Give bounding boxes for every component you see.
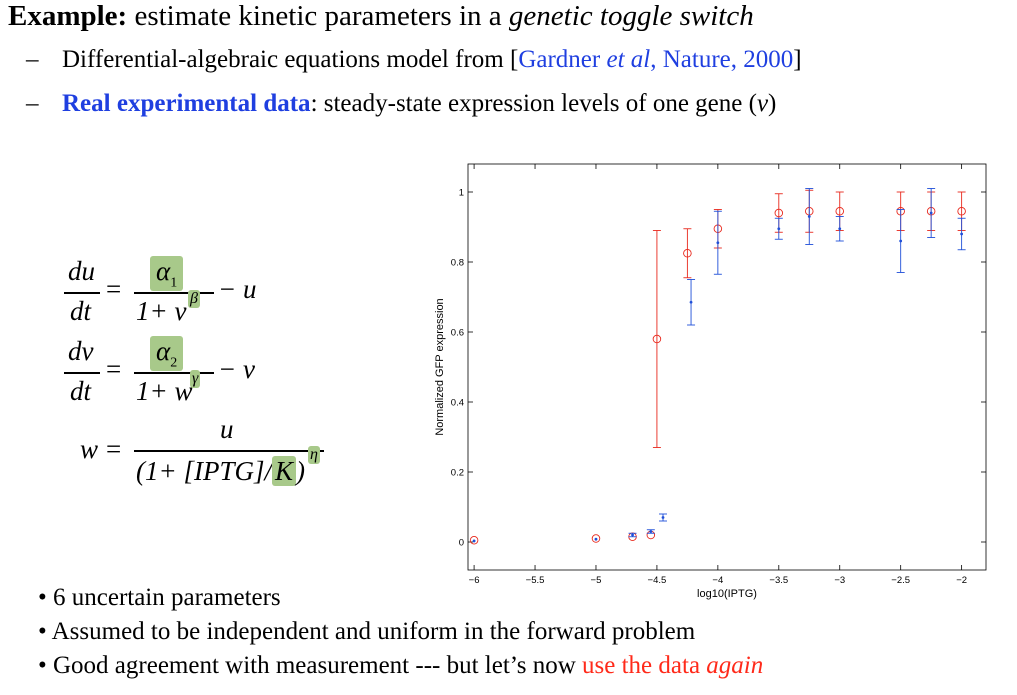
- data-point: [652, 334, 662, 344]
- x-tick-label: −3: [834, 575, 845, 586]
- bullet-assumption: • Assumed to be independent and uniform …: [38, 618, 696, 645]
- title-italic: genetic toggle switch: [508, 0, 754, 32]
- param-alpha1: α1: [150, 256, 184, 292]
- eq-den2: 1+ w: [136, 376, 193, 406]
- data-point: [469, 536, 479, 545]
- data-point: [929, 211, 933, 215]
- param-beta: β: [188, 290, 200, 308]
- title-plain: estimate kinetic parameters in a: [127, 0, 509, 32]
- y-tick-label: 0: [459, 538, 464, 549]
- data-point: [594, 537, 598, 541]
- data-point: [689, 300, 693, 304]
- bullet-agreement: • Good agreement with measurement --- bu…: [38, 652, 764, 679]
- data-point: [774, 208, 784, 218]
- y-tick-label: 0.8: [451, 258, 464, 269]
- data-point: [899, 239, 903, 243]
- ref-nature: , Nature, 2000: [650, 46, 794, 73]
- title-bold: Example:: [8, 0, 128, 32]
- x-tick-label: −3.5: [769, 575, 788, 586]
- dash-marker: –: [26, 46, 39, 73]
- y-axis-label: Normalized GFP expression: [434, 298, 446, 435]
- eq-du: du: [68, 256, 95, 286]
- use-data-again: use the data: [582, 652, 707, 679]
- real-data-label: Real experimental data: [62, 90, 311, 117]
- x-tick-label: −6: [469, 575, 480, 586]
- eq-den1: 1+ v: [136, 296, 187, 326]
- line1-post: ]: [793, 46, 802, 73]
- param-alpha2: α2: [150, 336, 184, 372]
- plot-frame: [467, 163, 987, 571]
- data-point: [838, 227, 842, 231]
- eq-minus-v: − v: [218, 354, 255, 384]
- x-tick-label: −2.5: [891, 575, 910, 586]
- y-tick-label: 0.6: [451, 328, 464, 339]
- param-eta: η: [308, 446, 320, 464]
- data-point: [960, 232, 964, 236]
- summary-bullets: • 6 uncertain parameters • Assumed to be…: [38, 584, 763, 686]
- data-point: [683, 248, 692, 258]
- ref-etal: et al: [606, 46, 651, 73]
- data-point: [591, 534, 601, 543]
- header-line-data: – Real experimental data: steady-state ex…: [26, 90, 776, 118]
- bullet-parameters: • 6 uncertain parameters: [38, 584, 281, 611]
- y-tick-label: 0.2: [451, 468, 464, 479]
- x-tick-label: −5: [591, 575, 602, 586]
- data-point: [807, 215, 811, 218]
- eq-w: w: [80, 434, 99, 464]
- y-tick-label: 1: [459, 188, 464, 199]
- param-K: K: [271, 456, 296, 486]
- line2-rest: : steady-state expression levels of one …: [310, 90, 757, 117]
- y-tick-label: 0.4: [451, 398, 464, 409]
- x-tick-label: −5.5: [526, 575, 545, 586]
- data-point: [777, 227, 781, 231]
- eq-equals: =: [106, 434, 122, 464]
- x-tick-label: −2: [956, 575, 967, 586]
- eq-equals: =: [106, 274, 122, 304]
- data-point: [472, 539, 476, 543]
- gfp-expression-chart: −6 −5.5 −5 −4.5 −4 −3.5 −3 −2.5 −2 0 0.2 0.4 0.6 0.8 1…: [434, 163, 987, 600]
- x-tick-label: −4: [712, 575, 723, 586]
- eq-u: u: [220, 414, 234, 444]
- frac-bar: [64, 292, 100, 294]
- data-point: [716, 241, 720, 245]
- data-point: [649, 530, 653, 533]
- x-tick-label: −4.5: [648, 575, 667, 586]
- frac-bar: [134, 372, 214, 374]
- line1-pre: Differential-algebraic equations model f…: [62, 46, 519, 73]
- frac-bar: [64, 372, 100, 374]
- ref-gardner: Gardner: [518, 46, 607, 73]
- eq-dv: dv: [68, 336, 94, 366]
- data-point: [835, 207, 844, 216]
- data-point: [957, 207, 966, 216]
- slide-title: Example: estimate kinetic parameters in …: [8, 0, 754, 33]
- header-line-model: – Differential-algebraic equations model …: [26, 46, 802, 74]
- param-gamma: γ: [190, 370, 201, 388]
- eq-dt: dt: [70, 296, 92, 326]
- x-axis-label: log10(IPTG): [697, 588, 757, 600]
- eq-equals: =: [106, 354, 122, 384]
- data-point: [661, 516, 665, 519]
- again-italic: again: [706, 652, 764, 679]
- eq-minus-u: − u: [218, 274, 257, 304]
- frac-bar: [134, 292, 214, 294]
- line2-close: ): [768, 90, 777, 117]
- frac-bar: [134, 450, 324, 452]
- data-point: [631, 533, 634, 537]
- eq-den3: (1+ [IPTG]/K): [136, 456, 305, 486]
- dash-marker: –: [26, 90, 39, 117]
- eq-dt: dt: [70, 376, 92, 406]
- line2-var: v: [756, 90, 769, 117]
